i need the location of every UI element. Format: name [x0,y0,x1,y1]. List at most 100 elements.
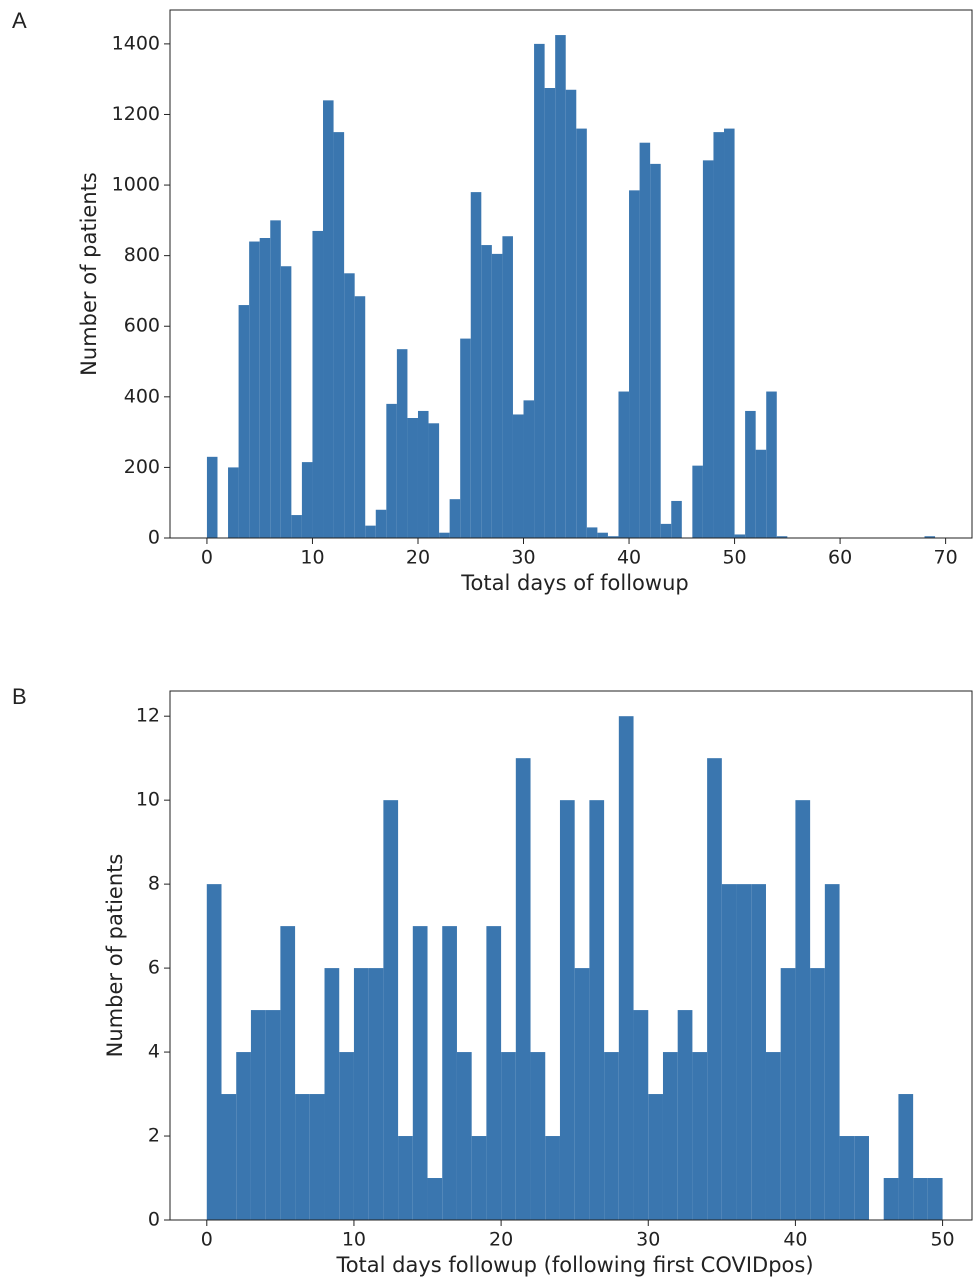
bar [301,462,313,538]
bar [442,926,457,1220]
bar [559,800,575,1220]
bar [724,128,735,538]
x-tick-label: 10 [342,1229,366,1251]
bar [766,391,777,538]
bar [470,192,482,538]
bar [751,884,766,1220]
bar [633,1010,649,1220]
bar [354,296,366,538]
bar [270,220,281,538]
bar [671,500,682,538]
bar [221,1094,237,1220]
bar [407,418,418,538]
y-tick-label: 200 [124,456,160,478]
bar [368,968,384,1220]
bar [707,758,722,1220]
bar [206,456,218,538]
bar [512,414,524,538]
bar [383,800,399,1220]
bar [530,1052,546,1220]
bar [324,968,340,1220]
bar [660,523,672,538]
bar [412,926,428,1220]
y-tick-label: 400 [124,385,160,407]
bar [238,305,250,538]
y-tick-label: 12 [136,705,160,727]
bar [883,1178,899,1220]
bar [824,884,840,1220]
bar [502,236,513,538]
bar [291,515,302,538]
bar [249,241,260,538]
bar [776,536,788,538]
x-tick-label: 30 [636,1229,660,1251]
bar [365,525,376,538]
bar [280,266,292,538]
x-axis-label: Total days of followup [460,571,688,595]
y-tick-label: 600 [124,315,160,337]
bar [481,245,492,538]
x-tick-label: 20 [489,1229,513,1251]
bar [795,800,811,1220]
bar [460,338,471,538]
x-tick-label: 40 [617,547,641,569]
bar [295,1094,310,1220]
bar [586,527,598,538]
plot-frame [169,9,973,539]
panel-label: B [12,684,27,709]
bar [780,968,796,1220]
y-tick-label: 1400 [112,32,160,54]
bar [236,1052,251,1220]
bar [677,1010,693,1220]
x-tick-label: 40 [783,1229,807,1251]
bar [734,534,746,538]
bar [439,532,450,538]
bar [427,1178,443,1220]
bar [810,968,825,1220]
x-tick-label: 50 [722,547,746,569]
bar [309,1094,325,1220]
bar [396,349,408,538]
bar [839,1136,855,1220]
bar [555,35,566,538]
bar [339,1052,354,1220]
y-tick-label: 4 [148,1041,160,1063]
y-tick-label: 800 [124,244,160,266]
bar [913,1178,928,1220]
bar [323,100,334,539]
bar [486,926,502,1220]
bar [924,536,936,538]
bar [589,800,605,1220]
bar [629,190,640,538]
y-tick-label: 8 [148,873,160,895]
bar [927,1178,943,1220]
bar [854,1136,869,1220]
bar [545,1136,560,1220]
bar [692,1052,708,1220]
y-tick-label: 2 [148,1125,160,1147]
bar [662,1052,678,1220]
bar [618,716,634,1220]
y-axis-label: Number of patients [103,854,127,1058]
x-tick-label: 20 [406,547,430,569]
bar [353,968,369,1220]
x-tick-label: 10 [300,547,324,569]
bar [250,1010,266,1220]
bar [574,968,590,1220]
bar [565,89,577,538]
y-axis-label: Number of patients [77,172,101,376]
bar [523,400,535,538]
plot-frame [169,690,973,1221]
bar [597,532,608,538]
bar [534,43,545,538]
bar [501,1052,516,1220]
bar [650,163,661,538]
bar [692,465,703,538]
bar [544,88,556,538]
bar [259,238,271,538]
bar [515,758,531,1220]
bar [312,230,324,539]
y-tick-label: 1000 [112,174,160,196]
bar [428,423,440,538]
